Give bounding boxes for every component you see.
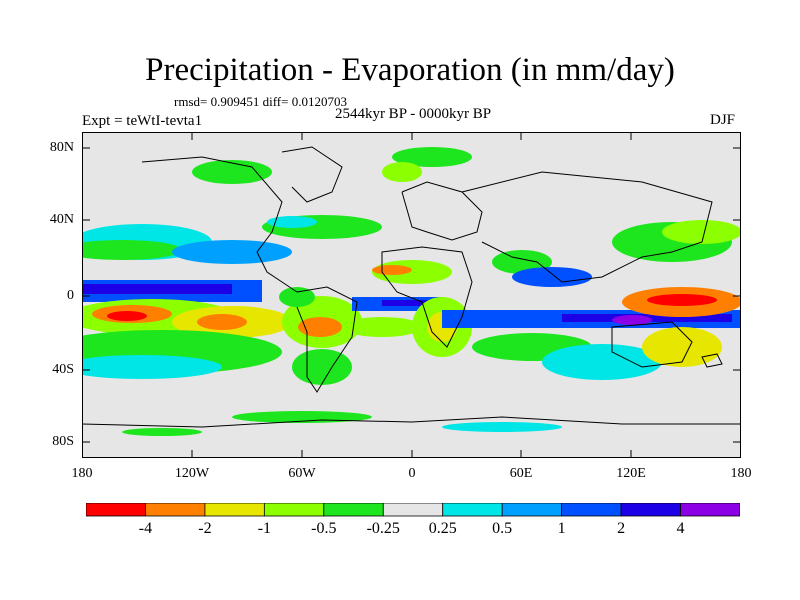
lon-label-120w: 120W [174,466,210,481]
colorbar-label: 1 [557,520,566,537]
colorbar-cell [680,503,740,517]
season-label: DJF [710,112,736,128]
rmsd-diff-stats: rmsd= 0.909451 diff= 0.0120703 [174,94,347,109]
lat-label-80n: 80N [49,140,74,155]
lat-label-0: 0 [67,288,74,303]
colorbar-label: -2 [198,520,212,537]
colorbar-cell [263,503,325,517]
colorbar-label: -0.25 [366,520,400,537]
coastlines [82,146,741,428]
global-map [82,132,741,458]
lat-label-40s: 40S [52,362,74,377]
colorbar-label: 2 [617,520,626,537]
colorbar-label: 0.25 [428,520,457,537]
colorbar-cell [204,503,265,517]
experiment-label: Expt = teWtI-tevta1 [82,113,203,129]
lon-label-60e: 60E [509,466,533,481]
colorbar-label: -4 [138,520,153,537]
colorbar-cell [145,503,206,517]
lon-label-0: 0 [408,466,416,481]
lat-label-80s: 80S [52,434,74,449]
axis-ticks [82,132,741,458]
lon-label-120e: 120E [616,466,646,481]
lon-label-180e: 180 [730,466,752,481]
lon-label-60w: 60W [288,466,316,481]
colorbar-cell [382,503,444,517]
colorbar [86,503,740,517]
lat-label-40n: 40N [49,212,74,227]
colorbar-cell [561,503,622,517]
colorbar-cell [442,503,503,517]
colorbar-cell [86,503,146,517]
map-title: Precipitation - Evaporation (in mm/day) [145,52,675,88]
colorbar-cell [323,503,384,517]
colorbar-label: -1 [257,520,272,537]
colorbar-label: 0.5 [492,520,513,537]
colorbar-label: 4 [676,520,685,537]
period-label: 2544kyr BP - 0000kyr BP [334,106,492,122]
field-shading [82,147,741,436]
colorbar-cell [501,503,563,517]
lon-label-180w: 180 [71,466,93,481]
colorbar-cell [620,503,681,517]
colorbar-label: -0.5 [311,520,337,537]
